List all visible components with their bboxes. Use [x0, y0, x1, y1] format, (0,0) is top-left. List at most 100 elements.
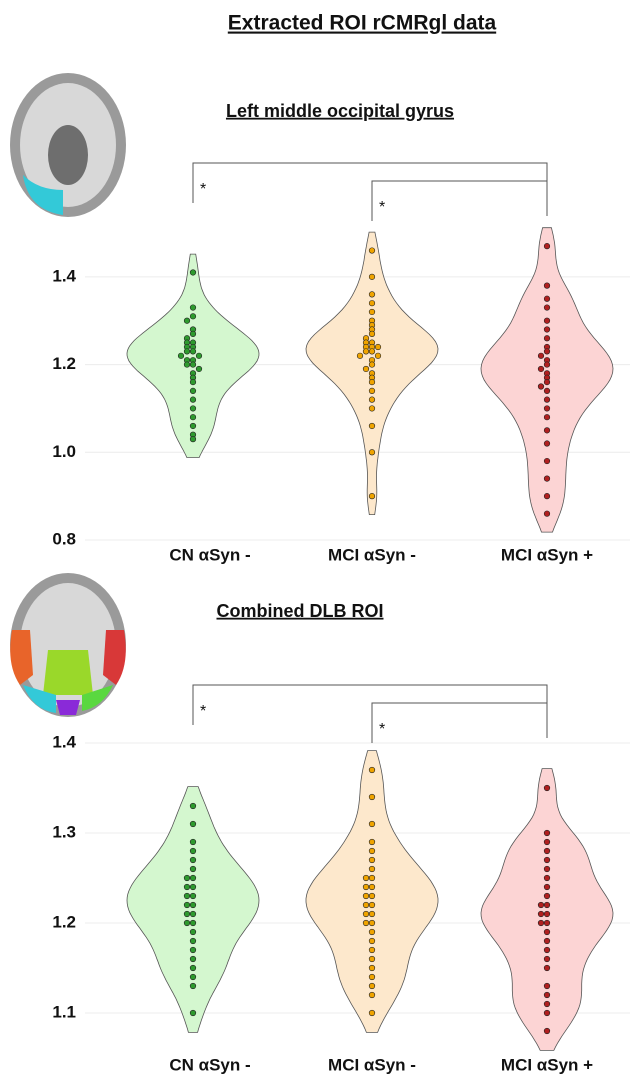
- data-point: [362, 892, 370, 900]
- data-point: [543, 919, 551, 927]
- data-point: [368, 300, 376, 307]
- data-point: [543, 955, 551, 963]
- data-point: [368, 405, 376, 412]
- data-point: [374, 352, 382, 359]
- data-point: [368, 361, 376, 368]
- data-point: [543, 457, 551, 465]
- data-point: [543, 396, 551, 403]
- data-point: [189, 330, 197, 337]
- data-point: [189, 982, 197, 990]
- data-point: [189, 892, 197, 900]
- legend-label: MCI αSyn +: [501, 1055, 593, 1074]
- data-point: [183, 910, 191, 918]
- data-point: [537, 919, 545, 927]
- data-point: [189, 414, 197, 421]
- data-point: [543, 784, 551, 792]
- data-point: [356, 352, 364, 359]
- data-point: [368, 937, 376, 945]
- data-point: [543, 295, 551, 302]
- data-point: [368, 793, 376, 801]
- data-point: [368, 493, 376, 500]
- significance-bracket: [192, 684, 548, 725]
- brain-image: [10, 73, 126, 217]
- data-point: [368, 865, 376, 873]
- data-point: [368, 291, 376, 298]
- legend-label: CN αSyn -: [169, 545, 250, 564]
- data-point: [189, 1009, 197, 1017]
- data-point: [183, 361, 191, 368]
- data-point: [189, 379, 197, 386]
- data-point: [543, 475, 551, 482]
- data-point: [543, 928, 551, 936]
- significance-label: *: [200, 703, 206, 720]
- data-point: [189, 847, 197, 855]
- legend-label: MCI αSyn -: [328, 1055, 416, 1074]
- data-point: [543, 414, 551, 421]
- data-point: [543, 379, 551, 386]
- data-point: [368, 946, 376, 954]
- legend-label: MCI αSyn +: [501, 545, 593, 564]
- data-point: [543, 964, 551, 972]
- data-point: [368, 838, 376, 846]
- data-point: [543, 829, 551, 837]
- data-point: [543, 361, 551, 368]
- chart-subtitle: Left middle occipital gyrus: [226, 101, 454, 121]
- data-point: [362, 874, 370, 882]
- data-point: [189, 856, 197, 864]
- data-point: [368, 901, 376, 909]
- data-point: [543, 326, 551, 333]
- data-point: [189, 955, 197, 963]
- data-point: [368, 883, 376, 891]
- data-point: [543, 1009, 551, 1017]
- data-point: [543, 937, 551, 945]
- data-point: [537, 352, 545, 359]
- y-tick-label: 1.1: [52, 1002, 76, 1021]
- data-point: [368, 396, 376, 403]
- data-point: [368, 348, 376, 355]
- data-point: [189, 919, 197, 927]
- data-point: [189, 964, 197, 972]
- data-point: [368, 874, 376, 882]
- data-point: [374, 343, 382, 351]
- data-point: [368, 766, 376, 774]
- data-point: [368, 449, 376, 456]
- data-point: [183, 892, 191, 900]
- significance-bracket: [192, 162, 548, 203]
- data-point: [537, 383, 545, 390]
- data-point: [189, 901, 197, 909]
- data-point: [543, 1027, 551, 1035]
- chart-subtitle: Combined DLB ROI: [217, 601, 384, 621]
- data-point: [195, 352, 203, 359]
- data-point: [543, 991, 551, 999]
- data-point: [189, 361, 197, 368]
- data-point: [189, 946, 197, 954]
- y-tick-label: 1.0: [52, 442, 76, 461]
- data-point: [368, 928, 376, 936]
- data-point: [189, 973, 197, 981]
- data-point: [543, 892, 551, 900]
- data-point: [543, 387, 551, 394]
- data-point: [189, 883, 197, 891]
- data-point: [543, 901, 551, 909]
- data-point: [368, 964, 376, 972]
- legend-label: CN αSyn -: [169, 1055, 250, 1074]
- significance-label: *: [379, 199, 385, 216]
- data-point: [189, 405, 197, 412]
- data-point: [368, 991, 376, 999]
- data-point: [543, 946, 551, 954]
- y-tick-label: 1.4: [52, 732, 76, 751]
- data-point: [368, 982, 376, 990]
- data-point: [368, 847, 376, 855]
- data-point: [189, 874, 197, 882]
- data-point: [368, 330, 376, 337]
- data-point: [537, 365, 545, 373]
- data-point: [543, 856, 551, 864]
- violin: [305, 750, 439, 1033]
- data-point: [368, 856, 376, 864]
- data-point: [543, 883, 551, 891]
- data-point: [368, 379, 376, 386]
- data-point: [189, 304, 197, 311]
- data-point: [189, 422, 197, 430]
- legend-label: MCI αSyn -: [328, 545, 416, 564]
